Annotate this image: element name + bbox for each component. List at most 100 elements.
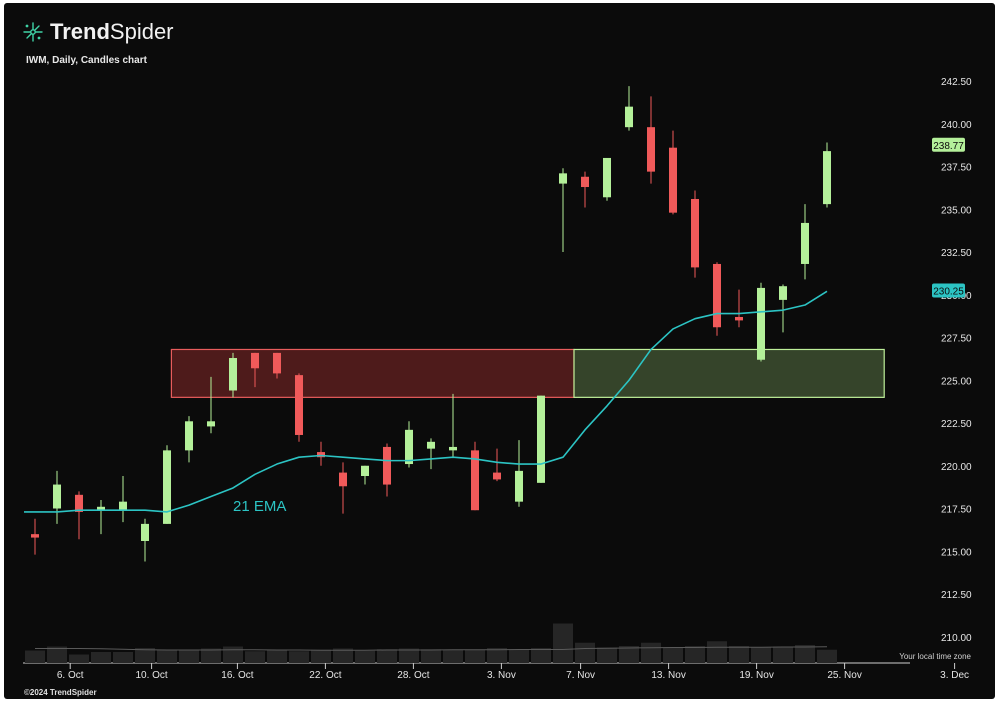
brand-name-bold: Trend xyxy=(50,19,110,44)
price-tag xyxy=(932,283,965,298)
volume-bar xyxy=(465,649,485,663)
candle-body-down xyxy=(273,352,281,374)
candle-body-down xyxy=(383,446,391,485)
candle-body-up xyxy=(405,429,413,465)
x-tick-label: 13. Nov xyxy=(651,670,685,681)
candle-body-down xyxy=(647,127,655,172)
candle-body-up xyxy=(163,450,171,524)
candle-body-up xyxy=(207,421,215,427)
candle-body-up xyxy=(603,157,611,198)
volume-bar xyxy=(267,649,287,663)
candle-body-down xyxy=(317,452,325,458)
candle-body-down xyxy=(669,147,677,213)
x-tick-label: 3. Nov xyxy=(487,670,516,681)
volume-bar xyxy=(729,646,749,663)
ema-label: 21 EMA xyxy=(233,498,286,515)
candle-body-up xyxy=(97,506,105,511)
volume-bar xyxy=(421,649,441,663)
candle-body-up xyxy=(53,484,61,509)
volume-bar xyxy=(223,646,243,663)
candle-body-up xyxy=(141,523,149,541)
y-tick-label: 217.50 xyxy=(941,505,972,516)
y-tick-label: 227.50 xyxy=(941,334,972,345)
candle-body-down xyxy=(251,352,259,369)
x-tick-label: 6. Oct xyxy=(57,670,84,681)
volume-bar xyxy=(157,649,177,663)
x-tick-label: 25. Nov xyxy=(827,670,861,681)
volume-bar xyxy=(597,647,617,663)
y-tick-label: 225.00 xyxy=(941,376,972,387)
volume-bar xyxy=(377,649,397,663)
candle-body-down xyxy=(735,316,743,321)
volume-bar xyxy=(333,648,353,663)
y-tick-label: 235.00 xyxy=(941,205,972,216)
volume-bar xyxy=(641,642,661,663)
x-tick-label: 3. Dec xyxy=(940,670,969,681)
candle-body-down xyxy=(295,375,303,435)
candle-body-up xyxy=(515,470,523,502)
volume-bar xyxy=(509,649,529,663)
candle-body-up xyxy=(823,151,831,205)
volume-bar xyxy=(531,648,551,663)
candle-body-up xyxy=(361,465,369,477)
x-tick-label: 7. Nov xyxy=(566,670,595,681)
volume-bar xyxy=(751,647,771,663)
candle-body-up xyxy=(779,286,787,300)
candle-body-up xyxy=(801,222,809,264)
candle-body-down xyxy=(691,198,699,268)
volume-bar xyxy=(575,642,595,663)
volume-average-line xyxy=(35,646,828,651)
x-tick-label: 16. Oct xyxy=(221,670,253,681)
ema-21-line xyxy=(24,290,828,513)
candle-body-up xyxy=(537,395,545,483)
volume-bar xyxy=(795,645,815,663)
price-tag xyxy=(932,137,965,152)
candle-body-up xyxy=(559,173,567,184)
x-tick-label: 10. Oct xyxy=(135,670,167,681)
volume-bar xyxy=(619,646,639,663)
candle-body-up xyxy=(757,287,765,360)
candle-body-up xyxy=(229,358,237,391)
y-tick-label: 210.00 xyxy=(941,633,972,644)
volume-bar xyxy=(355,650,375,663)
volume-bar xyxy=(663,647,683,663)
volume-bar xyxy=(553,623,573,663)
y-tick-label: 232.50 xyxy=(941,248,972,259)
y-tick-label: 237.50 xyxy=(941,163,972,174)
y-tick-label: 242.50 xyxy=(941,77,972,88)
candle-body-up xyxy=(119,501,127,511)
candle-body-down xyxy=(493,472,501,480)
trendspider-logo: TrendSpider xyxy=(22,19,174,45)
volume-bar xyxy=(487,648,507,663)
timezone-note: Your local time zone xyxy=(899,652,971,661)
y-tick-label: 215.00 xyxy=(941,547,972,558)
volume-bar xyxy=(399,648,419,663)
volume-bar xyxy=(179,650,199,663)
candle-body-down xyxy=(713,263,721,328)
candle-body-down xyxy=(31,534,39,538)
volume-bar xyxy=(135,648,155,663)
y-tick-label: 240.00 xyxy=(941,120,972,131)
candle-body-up xyxy=(449,446,457,451)
candle-body-down xyxy=(471,450,479,511)
x-tick-label: 19. Nov xyxy=(739,670,773,681)
volume-bar xyxy=(25,650,45,663)
volume-bar xyxy=(47,646,67,663)
price-tag-label: 238.77 xyxy=(933,141,964,152)
support-zone xyxy=(573,348,885,398)
volume-bar xyxy=(69,654,89,663)
candle-body-up xyxy=(185,421,193,451)
brand-name-light: Spider xyxy=(109,19,174,44)
volume-bar xyxy=(113,652,133,663)
volume-bar xyxy=(773,646,793,663)
spider-logo-icon xyxy=(23,22,43,42)
candle-body-up xyxy=(625,106,633,128)
x-tick-label: 22. Oct xyxy=(309,670,341,681)
chart-subtitle: IWM, Daily, Candles chart xyxy=(26,55,147,66)
x-tick-label: 28. Oct xyxy=(397,670,429,681)
candlestick-chart: 21 EMA 242.50 240.00 237.50 235.00 232.50 230.… xyxy=(23,77,972,681)
candle-body-up xyxy=(427,441,435,449)
candle-body-down xyxy=(581,176,589,188)
volume-bar xyxy=(685,646,705,663)
candle-body-down xyxy=(339,472,347,487)
